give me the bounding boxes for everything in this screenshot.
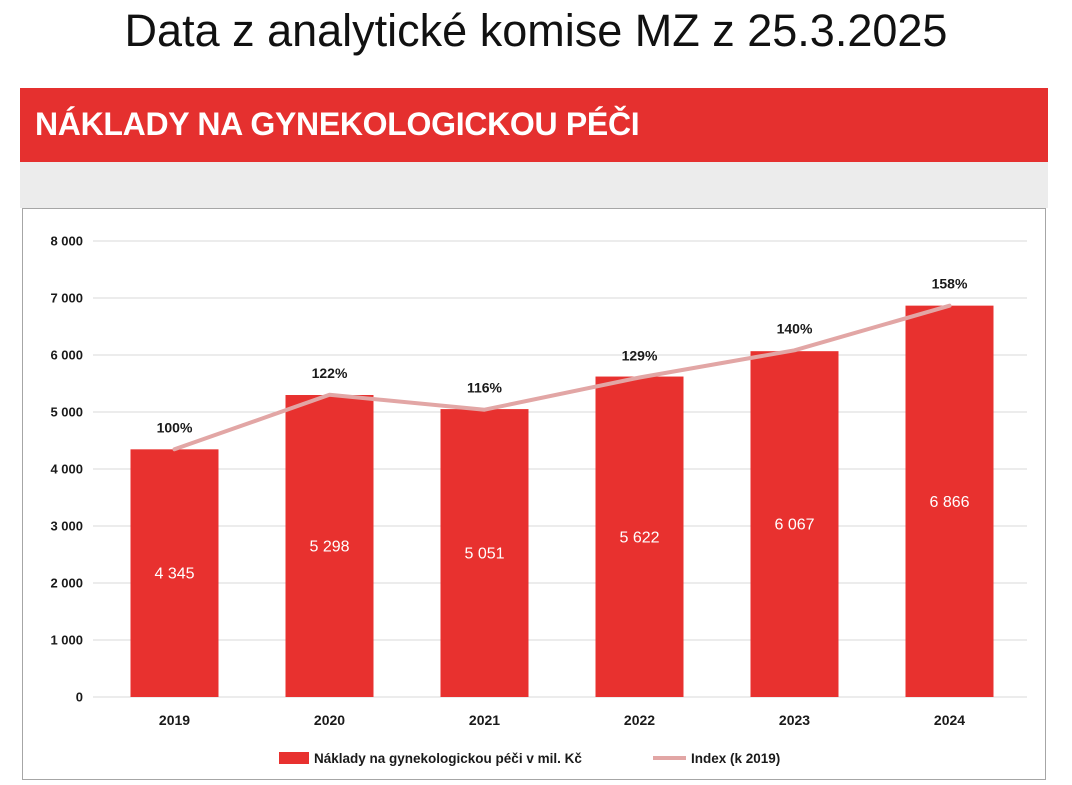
y-tick-label: 0 [76,690,83,705]
x-tick-label: 2023 [779,712,810,728]
y-tick-label: 1 000 [50,633,83,648]
bar [905,305,994,697]
chart-title: NÁKLADY NA GYNEKOLOGICKOU PÉČI [35,106,640,142]
index-value-label: 100% [157,419,193,435]
y-tick-label: 5 000 [50,405,83,420]
bar-value-label: 5 051 [464,546,504,563]
bar-value-label: 4 345 [154,566,194,583]
chart-panel: 0 1 000 2 000 3 000 4 000 5 000 6 000 7 000 8 00… [22,208,1046,780]
y-tick-label: 4 000 [50,462,83,477]
bar [750,351,839,697]
bar-value-label: 5 622 [619,529,659,546]
index-value-label: 116% [467,380,503,396]
bar [130,449,219,697]
y-tick-label: 2 000 [50,576,83,591]
index-line [172,303,952,452]
bar-value-label: 6 067 [774,517,814,534]
x-tick-label: 2021 [469,712,500,728]
legend-label-bar: Náklady na gynekologickou péči v mil. Kč [314,751,582,766]
x-tick-label: 2022 [624,712,655,728]
index-value-label: 122% [312,365,348,381]
banner-underlay [20,162,1048,208]
legend-label-line: Index (k 2019) [691,751,780,766]
chart-title-banner: NÁKLADY NA GYNEKOLOGICKOU PÉČI [20,88,1048,162]
index-value-label: 158% [932,276,968,292]
bar [285,395,374,697]
y-tick-label: 8 000 [50,234,83,249]
bar-value-label: 5 298 [309,539,349,556]
y-tick-label: 3 000 [50,519,83,534]
index-value-label: 140% [777,320,813,336]
y-tick-label: 7 000 [50,291,83,306]
combo-chart: 0 1 000 2 000 3 000 4 000 5 000 6 000 7 000 8 00… [50,234,1027,766]
bar-value-label: 6 866 [929,494,969,511]
page-title: Data z analytické komise MZ z 25.3.2025 [124,5,948,56]
bar [595,376,684,697]
x-tick-label: 2019 [159,712,190,728]
x-tick-label: 2024 [934,712,965,728]
bar [440,409,529,697]
index-value-label: 129% [622,348,658,364]
x-tick-label: 2020 [314,712,345,728]
legend-swatch-bar [279,752,309,764]
y-tick-label: 6 000 [50,348,83,363]
